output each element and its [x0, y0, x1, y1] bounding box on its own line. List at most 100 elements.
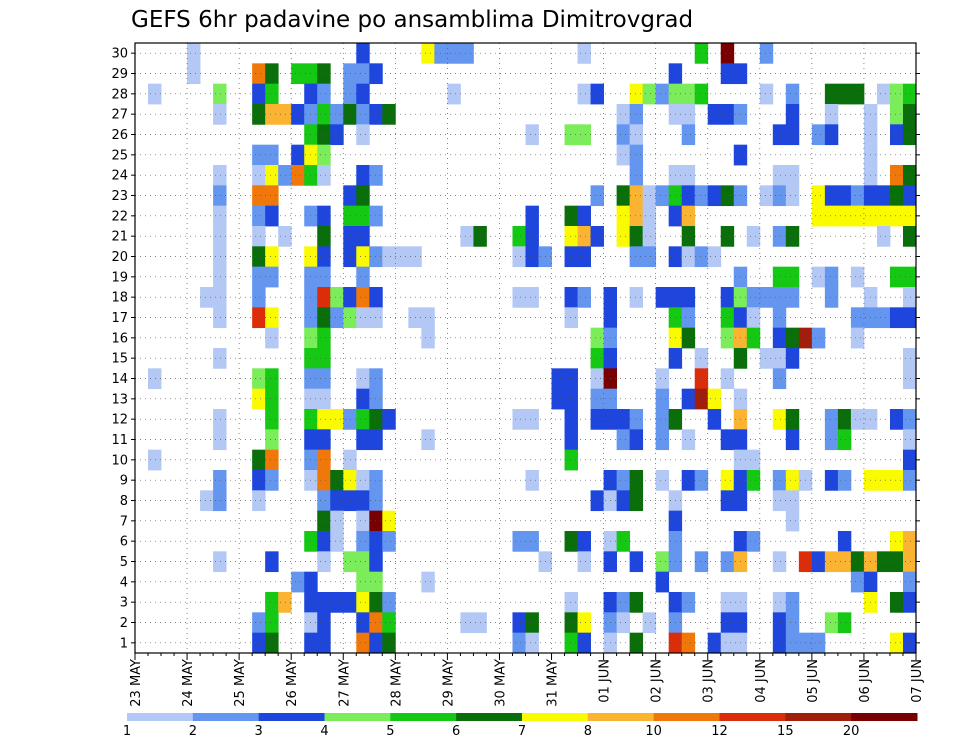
heatmap-cell — [850, 327, 865, 349]
heatmap-cell — [707, 185, 722, 207]
heatmap-cell — [850, 266, 865, 288]
heatmap-cell — [382, 531, 396, 552]
legend-level-label: 5 — [386, 724, 394, 739]
heatmap-cell — [902, 449, 917, 471]
heatmap-cell — [681, 83, 696, 105]
heatmap-cell — [785, 104, 800, 125]
heatmap-cell — [694, 551, 709, 573]
x-tick-label: 26 MAY — [285, 659, 300, 707]
x-tick-label: 29 MAY — [441, 659, 456, 707]
heatmap-cell — [252, 632, 266, 654]
x-axis: 23 MAY 24 MAY 25 MAY 26 MAY 27 MAY 28 MAY 29 M… — [129, 653, 925, 707]
heatmap-cell — [902, 226, 917, 247]
heatmap-cell — [642, 246, 657, 268]
heatmap-cell — [317, 83, 331, 105]
heatmap-cell — [213, 287, 227, 308]
y-tick-label: 9 — [120, 474, 128, 489]
heatmap-cell — [252, 266, 266, 288]
heatmap-cell — [655, 429, 670, 451]
heatmap-cell — [785, 266, 800, 288]
heatmap-cell — [525, 409, 539, 430]
heatmap-cell — [317, 307, 331, 329]
x-tick-label: 02 JUN — [650, 659, 665, 703]
heatmap-cell — [629, 490, 644, 512]
heatmap-cell — [889, 592, 904, 613]
heatmap-cell — [629, 409, 644, 430]
heatmap-cell — [252, 185, 266, 207]
heatmap-cell — [642, 226, 657, 247]
heatmap-cell — [889, 531, 904, 552]
legend-color-swatch — [587, 713, 655, 721]
heatmap-cell — [213, 470, 227, 491]
heatmap-cell — [577, 612, 591, 634]
heatmap-cell — [889, 104, 904, 125]
heatmap-cell — [616, 185, 631, 207]
heatmap-cell — [356, 612, 370, 634]
heatmap-cell — [369, 551, 383, 573]
heatmap-cell — [356, 470, 370, 491]
heatmap-cell — [590, 226, 604, 247]
heatmap-cell — [837, 429, 852, 451]
heatmap-cell — [460, 612, 474, 634]
heatmap-cell — [681, 388, 696, 410]
legend-level-label: 2 — [189, 724, 197, 739]
heatmap-cell — [785, 185, 800, 207]
y-tick-label: 29 — [111, 67, 128, 82]
heatmap-cell — [317, 63, 331, 85]
y-tick-label: 18 — [111, 291, 128, 306]
heatmap-cell — [564, 246, 578, 268]
heatmap-cell — [720, 185, 735, 207]
heatmap-cell — [369, 368, 383, 390]
y-tick-label: 14 — [111, 372, 128, 387]
heatmap-cell — [629, 104, 644, 125]
heatmap-cell — [278, 104, 292, 125]
heatmap-cell — [902, 470, 917, 491]
heatmap-cell — [343, 83, 357, 105]
heatmap-cell — [265, 632, 279, 654]
heatmap-cell — [720, 632, 735, 654]
legend-level-label: 1 — [123, 724, 131, 739]
legend-level-label: 7 — [518, 724, 526, 739]
heatmap-cell — [369, 490, 383, 512]
y-tick-label: 24 — [111, 169, 128, 184]
heatmap-cell — [317, 449, 331, 471]
heatmap-cell — [616, 612, 631, 634]
heatmap-cell — [681, 205, 696, 227]
heatmap-cell — [317, 226, 331, 247]
heatmap-cell — [811, 205, 826, 227]
heatmap-cell — [772, 226, 787, 247]
heatmap-cell — [343, 307, 357, 329]
legend-color-swatch — [456, 713, 523, 721]
heatmap-cell — [590, 409, 604, 430]
heatmap-cell — [837, 83, 852, 105]
heatmap-cell — [564, 368, 578, 390]
heatmap-cell — [681, 307, 696, 329]
heatmap-cell — [746, 226, 761, 247]
heatmap-cell — [902, 165, 917, 186]
heatmap-cell — [759, 348, 774, 369]
heatmap-cell — [343, 449, 357, 471]
heatmap-cell — [772, 307, 787, 329]
heatmap-cell — [785, 409, 800, 430]
heatmap-cell — [330, 287, 344, 308]
heatmap-cell — [746, 449, 761, 471]
heatmap-cell — [317, 612, 331, 634]
heatmap-cell — [824, 470, 839, 491]
heatmap-cell — [447, 83, 461, 105]
heatmap-cell — [369, 63, 383, 85]
heatmap-cell — [902, 124, 917, 146]
heatmap-cell — [252, 388, 266, 410]
heatmap-cell — [681, 185, 696, 207]
heatmap-cell — [681, 104, 696, 125]
heatmap-cell — [616, 490, 631, 512]
heatmap-cell — [252, 144, 266, 166]
color-legend: 1 2 3 4 5 6 7 8 10 12 15 20 — [123, 713, 918, 739]
heatmap-cell — [356, 632, 370, 654]
legend-color-swatch — [127, 713, 194, 721]
heatmap-cell — [902, 368, 917, 390]
heatmap-cell — [902, 571, 917, 593]
heatmap-cell — [837, 185, 852, 207]
heatmap-cell — [434, 43, 448, 64]
heatmap-cell — [369, 632, 383, 654]
heatmap-cell — [655, 571, 670, 593]
